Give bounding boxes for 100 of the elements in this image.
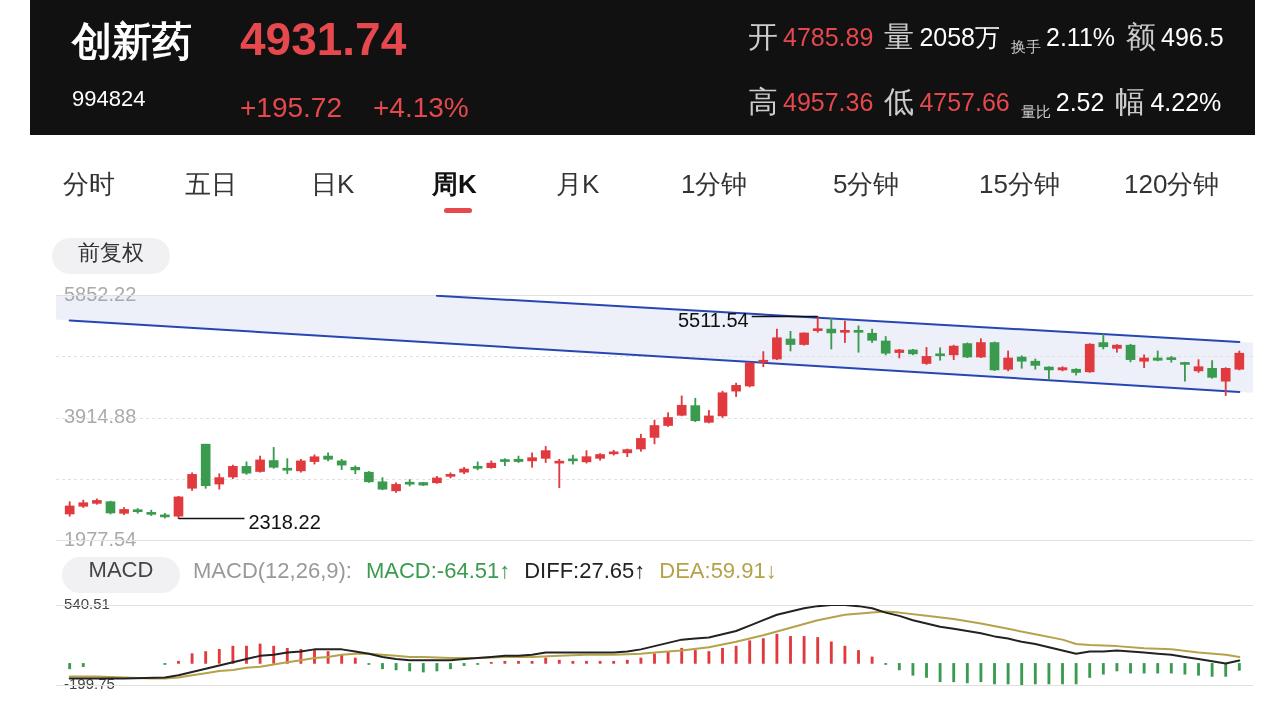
text: 4957.36 — [783, 87, 874, 117]
bar — [639, 657, 643, 664]
bar — [258, 643, 262, 664]
bar — [612, 660, 616, 664]
text: 低 — [884, 83, 915, 120]
bar — [829, 641, 833, 664]
bar — [1129, 663, 1132, 674]
text: 15分钟 — [979, 168, 1060, 201]
text: DEA:59.91↓ — [659, 558, 777, 584]
text: 日K — [311, 168, 355, 201]
text: 2.52 — [1055, 87, 1105, 117]
bar — [435, 663, 439, 672]
bar — [177, 660, 180, 664]
text: +4.13% — [373, 92, 469, 124]
text: 前复权 — [52, 238, 170, 274]
y-tick-label: 3914.88 — [64, 405, 137, 428]
bar — [190, 653, 194, 664]
text: 月K — [556, 168, 600, 201]
bar — [816, 637, 820, 664]
bar — [1237, 663, 1241, 671]
text: 994824 — [72, 86, 146, 112]
bar — [1197, 663, 1200, 676]
bar — [68, 663, 72, 670]
text: 4785.89 — [783, 22, 874, 52]
y-tick-label: -199.75 — [64, 675, 115, 693]
text: 4931.74 — [240, 12, 407, 66]
bar — [721, 647, 724, 664]
text: +195.72 — [240, 92, 342, 124]
bar — [503, 660, 507, 664]
bar — [353, 657, 357, 664]
bar — [571, 660, 575, 664]
bar — [625, 659, 629, 664]
bar — [598, 660, 602, 664]
bar — [734, 645, 738, 664]
bar — [843, 645, 847, 664]
bar — [1224, 663, 1228, 677]
candlestick — [282, 458, 293, 475]
bar — [870, 656, 874, 664]
bar — [857, 650, 860, 664]
bar — [993, 663, 996, 685]
bar — [748, 640, 752, 664]
text: 4757.66 — [919, 87, 1010, 117]
bar — [707, 651, 711, 664]
bar — [1115, 663, 1119, 672]
bar — [1074, 663, 1078, 685]
text: 高 — [748, 83, 778, 120]
bar — [1183, 663, 1187, 675]
bar — [897, 663, 901, 671]
bar — [761, 638, 765, 664]
bar — [449, 663, 452, 670]
text: 5分钟 — [833, 168, 900, 201]
annotation: 5511.54 — [677, 309, 749, 332]
bar — [408, 663, 412, 672]
bar — [1020, 663, 1024, 685]
bar — [462, 663, 466, 666]
bar — [1169, 663, 1173, 674]
text: 4.22% — [1150, 87, 1222, 117]
text: 开 — [748, 18, 778, 55]
bar — [1047, 663, 1051, 685]
bar — [1061, 663, 1064, 685]
bar — [802, 636, 806, 664]
text: 2058万 — [919, 21, 1000, 53]
bar — [1101, 663, 1105, 675]
bar — [530, 660, 534, 664]
bar — [585, 660, 588, 664]
text: 换手 — [1011, 38, 1041, 57]
bar — [421, 663, 425, 673]
bar — [1006, 663, 1010, 685]
candlestick — [1180, 361, 1190, 382]
text: 120分钟 — [1124, 168, 1220, 201]
text: 496.5 — [1161, 22, 1224, 52]
bar — [775, 633, 779, 664]
text: 额 — [1126, 18, 1157, 55]
bar — [1142, 663, 1146, 674]
bar — [557, 659, 561, 664]
candlestick — [826, 318, 837, 350]
bar — [653, 653, 656, 664]
text: 量比 — [1020, 103, 1051, 122]
bar — [1033, 663, 1037, 685]
text: DIFF:27.65↑ — [524, 558, 646, 584]
bar — [925, 663, 928, 678]
bar — [81, 663, 85, 667]
bar — [544, 657, 548, 664]
text: 周K — [432, 168, 477, 201]
bar — [381, 663, 384, 670]
text: 2.11% — [1046, 22, 1116, 52]
text: MACD:-64.51↑ — [365, 558, 511, 584]
y-tick-label: 5852.22 — [64, 282, 137, 305]
bar — [394, 663, 398, 671]
bar — [965, 663, 969, 684]
bar — [979, 663, 983, 683]
bar — [938, 663, 942, 683]
bar — [693, 650, 697, 664]
bar — [1210, 663, 1214, 677]
text: 创新药 — [72, 18, 192, 65]
bar — [911, 663, 915, 676]
bar — [217, 649, 221, 664]
chart-subtitle: MACD(12,26,9): — [193, 558, 352, 584]
bar — [1156, 663, 1160, 674]
text: 分时 — [63, 168, 115, 201]
